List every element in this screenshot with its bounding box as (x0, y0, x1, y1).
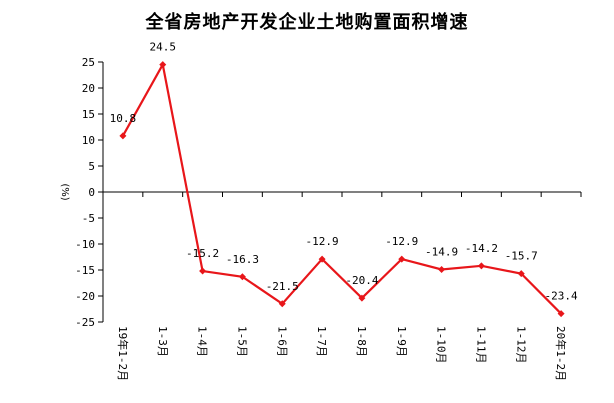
y-tick-label: -5 (82, 212, 95, 225)
data-point (477, 262, 485, 270)
data-point (238, 273, 246, 281)
data-point (119, 132, 127, 140)
x-tick-label: 1-10月 (435, 326, 448, 364)
x-tick-label: 1-7月 (315, 326, 328, 357)
y-tick-label: 20 (82, 82, 95, 95)
y-tick-label: -15 (75, 264, 95, 277)
x-tick-label: 1-5月 (235, 326, 248, 357)
x-tick-label: 1-9月 (395, 326, 408, 357)
data-point (159, 61, 167, 69)
data-label: -12.9 (385, 235, 418, 248)
data-label: 24.5 (150, 41, 177, 54)
x-tick-label: 1-12月 (514, 326, 527, 364)
data-point (438, 265, 446, 273)
chart-title: 全省房地产开发企业土地购置面积增速 (145, 12, 469, 33)
data-label: -16.3 (226, 253, 259, 266)
x-tick-label: 1-8月 (355, 326, 368, 357)
y-tick-label: 5 (88, 160, 95, 173)
data-label: -12.9 (306, 235, 339, 248)
data-point (358, 294, 366, 302)
data-label: -15.2 (186, 247, 219, 260)
y-tick-label: -20 (75, 290, 95, 303)
data-label: -15.7 (505, 250, 538, 263)
data-label: -14.2 (465, 242, 498, 255)
y-tick-label: 15 (82, 108, 95, 121)
x-tick-label: 1-4月 (196, 326, 209, 357)
y-tick-label: -10 (75, 238, 95, 251)
series-line (121, 61, 562, 315)
x-tick-label: 20年1-2月 (554, 326, 568, 381)
x-tick-label: 1-11月 (474, 326, 487, 363)
data-point (557, 310, 565, 318)
data-point (398, 255, 406, 263)
x-tick-label: 1-6月 (275, 326, 288, 357)
data-point (199, 267, 207, 275)
data-label: -21.5 (266, 280, 299, 293)
y-tick-label: -25 (75, 316, 95, 329)
data-point (278, 300, 286, 308)
data-point (318, 255, 326, 263)
y-tick-label: 25 (82, 56, 95, 69)
y-tick-label: 10 (82, 134, 95, 147)
data-label: -14.9 (425, 245, 458, 258)
data-label: 10.8 (110, 112, 137, 125)
y-tick-label: 0 (88, 186, 95, 199)
y-axis-label: (%) (59, 183, 70, 200)
data-label: -23.4 (545, 290, 578, 303)
x-tick-label: 1-3月 (156, 326, 169, 357)
data-label: -20.4 (345, 274, 378, 287)
x-tick-label: 19年1-2月 (116, 326, 130, 381)
data-point (517, 270, 525, 278)
